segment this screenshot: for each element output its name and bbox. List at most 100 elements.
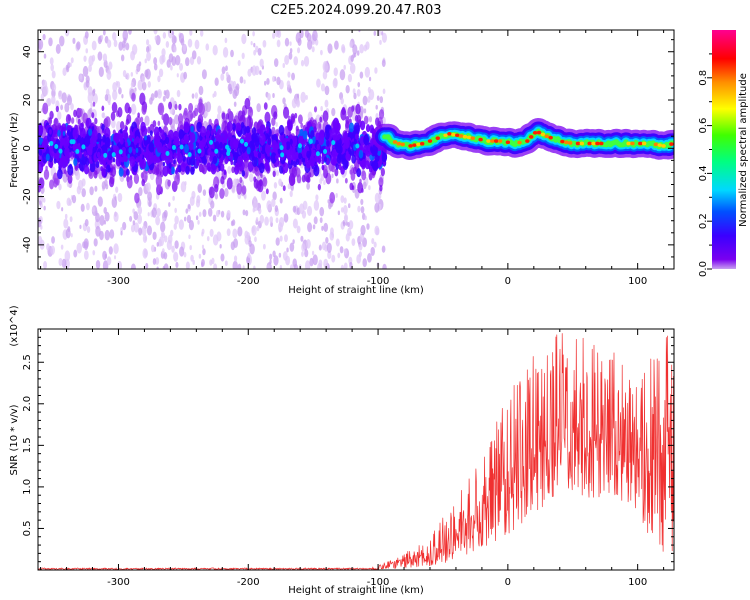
noise-speck xyxy=(122,221,127,231)
band-blob xyxy=(361,160,366,170)
band-blob xyxy=(209,155,213,162)
band-blob xyxy=(204,148,208,155)
noise-speck xyxy=(192,259,195,265)
hot-spot xyxy=(355,143,360,149)
noise-blob xyxy=(157,102,165,116)
band-blob xyxy=(135,136,140,144)
band-blob xyxy=(101,168,106,177)
noise-speck xyxy=(157,89,162,99)
noise-speck xyxy=(289,242,295,252)
noise-speck xyxy=(132,220,136,226)
noise-speck xyxy=(42,33,46,41)
noise-speck xyxy=(331,254,336,263)
noise-speck xyxy=(60,104,64,111)
noise-speck xyxy=(295,32,302,44)
band-blob xyxy=(151,151,154,157)
noise-blob xyxy=(155,174,163,188)
band-blob xyxy=(245,133,252,145)
band-blob xyxy=(231,122,236,131)
band-blob xyxy=(139,157,147,170)
noise-speck xyxy=(307,39,313,50)
noise-speck xyxy=(317,262,323,269)
band-blob xyxy=(212,155,218,165)
noise-speck xyxy=(62,67,67,76)
band-blob xyxy=(38,149,43,156)
noise-speck xyxy=(289,87,292,94)
noise-speck xyxy=(381,245,386,253)
noise-speck xyxy=(120,226,124,233)
band-blob xyxy=(259,133,266,146)
ridge-peak xyxy=(392,140,398,144)
noise-speck xyxy=(61,258,67,269)
noise-blob xyxy=(271,117,276,127)
noise-speck xyxy=(320,49,323,56)
noise-speck xyxy=(376,95,380,101)
band-blob xyxy=(267,152,270,157)
noise-speck xyxy=(118,87,122,95)
noise-speck xyxy=(311,46,315,53)
noise-speck xyxy=(349,40,353,48)
band-blob xyxy=(48,129,52,135)
noise-speck xyxy=(158,68,164,78)
noise-speck xyxy=(362,181,367,190)
x-tick-label: -200 xyxy=(237,577,260,588)
noise-speck xyxy=(342,205,348,215)
noise-blob xyxy=(168,101,173,110)
noise-speck xyxy=(163,90,167,96)
band-blob xyxy=(210,130,214,136)
noise-blob xyxy=(141,178,146,187)
noise-speck xyxy=(301,251,304,257)
ridge-peak xyxy=(591,141,596,146)
noise-speck xyxy=(108,100,111,106)
noise-speck xyxy=(174,240,179,249)
noise-blob xyxy=(380,167,385,177)
noise-speck xyxy=(69,62,72,67)
ridge-peak xyxy=(525,139,530,143)
band-blob xyxy=(245,125,251,134)
hot-spot xyxy=(297,143,302,149)
noise-speck xyxy=(368,76,372,82)
band-blob xyxy=(316,143,321,151)
noise-blob xyxy=(361,170,367,181)
ridge-peak xyxy=(560,139,565,144)
noise-speck xyxy=(43,205,46,211)
band-blob xyxy=(317,155,322,163)
noise-speck xyxy=(230,49,234,58)
noise-speck xyxy=(278,252,282,258)
noise-speck xyxy=(352,44,358,55)
noise-speck xyxy=(274,30,280,38)
noise-speck xyxy=(161,48,166,57)
band-blob xyxy=(119,137,124,145)
band-blob xyxy=(326,140,330,147)
noise-speck xyxy=(141,81,147,91)
noise-blob xyxy=(241,185,247,195)
noise-speck xyxy=(138,227,143,236)
noise-speck xyxy=(224,188,229,198)
noise-blob xyxy=(164,124,167,131)
hot-spot xyxy=(280,152,285,158)
noise-speck xyxy=(91,206,95,213)
ridge-peak xyxy=(466,135,472,140)
noise-speck xyxy=(343,197,347,204)
noise-blob xyxy=(331,164,336,173)
noise-speck xyxy=(232,228,238,239)
ridge-peak xyxy=(564,140,569,145)
noise-speck xyxy=(118,41,124,51)
noise-speck xyxy=(81,188,86,198)
band-blob xyxy=(84,135,91,147)
noise-speck xyxy=(133,222,140,233)
noise-blob xyxy=(131,92,136,102)
noise-speck xyxy=(233,255,238,262)
noise-speck xyxy=(171,31,175,36)
noise-speck xyxy=(102,53,108,63)
noise-blob xyxy=(282,185,286,192)
band-blob xyxy=(118,167,124,177)
noise-blob xyxy=(272,170,276,178)
noise-speck xyxy=(167,30,174,39)
ridge-peak xyxy=(517,140,522,145)
noise-speck xyxy=(279,197,283,204)
noise-speck xyxy=(95,212,100,223)
band-blob xyxy=(146,157,152,166)
noise-speck xyxy=(312,224,316,230)
noise-speck xyxy=(104,211,110,222)
